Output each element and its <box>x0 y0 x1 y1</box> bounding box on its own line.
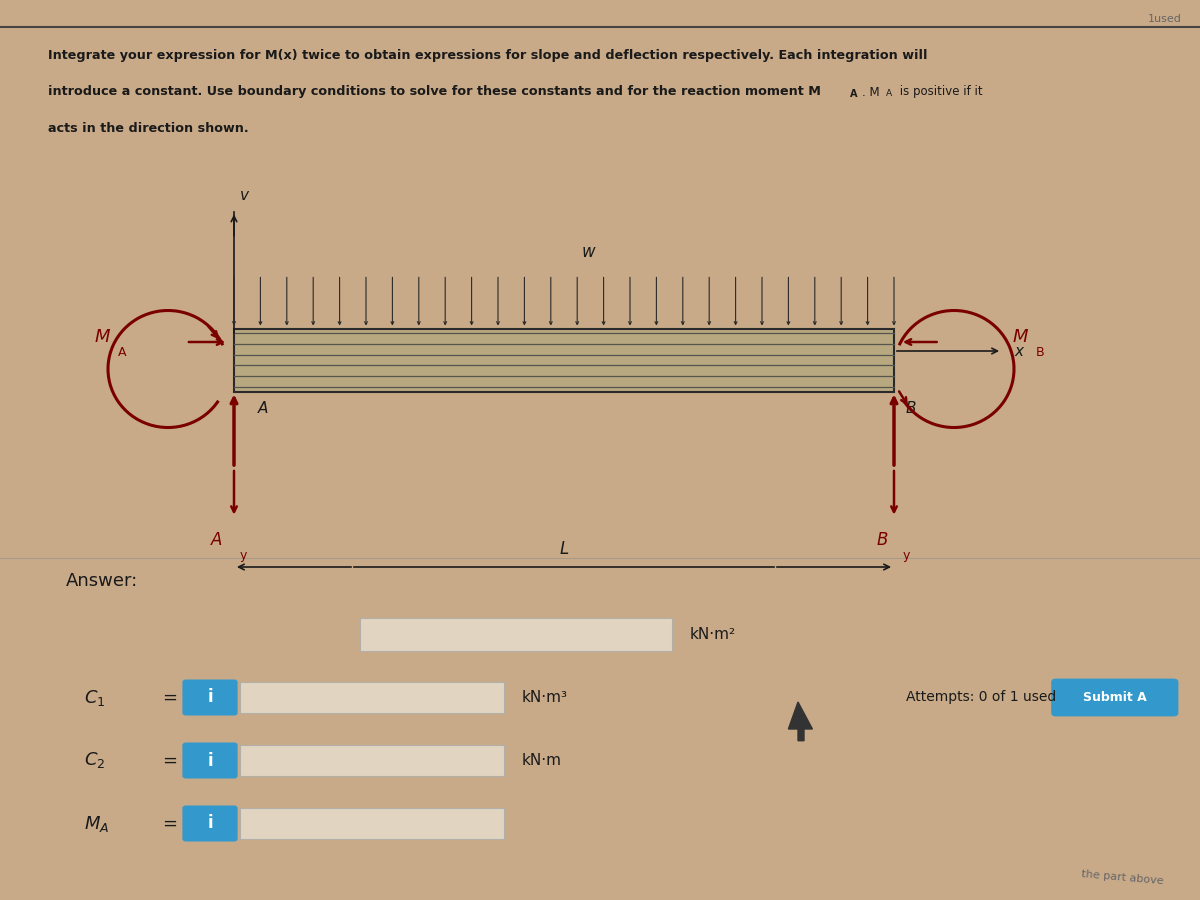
Text: kN·m: kN·m <box>522 753 562 768</box>
Text: M: M <box>1013 328 1027 346</box>
Text: M: M <box>95 328 109 346</box>
Text: B: B <box>877 531 888 549</box>
FancyBboxPatch shape <box>240 745 504 776</box>
Text: acts in the direction shown.: acts in the direction shown. <box>48 122 248 134</box>
FancyBboxPatch shape <box>240 682 504 713</box>
Text: A: A <box>258 400 269 416</box>
FancyBboxPatch shape <box>240 808 504 839</box>
Text: v: v <box>240 187 250 202</box>
Text: the part above: the part above <box>1081 869 1164 886</box>
Text: =: = <box>162 814 178 832</box>
Text: A: A <box>211 531 222 549</box>
Text: x: x <box>1014 344 1022 358</box>
Text: introduce a constant. Use boundary conditions to solve for these constants and f: introduce a constant. Use boundary condi… <box>48 86 821 98</box>
Text: Answer:: Answer: <box>66 572 138 590</box>
Text: i: i <box>208 752 212 770</box>
Text: kN·m³: kN·m³ <box>522 690 568 705</box>
Text: B: B <box>906 400 917 416</box>
Text: is positive if it: is positive if it <box>896 86 983 98</box>
Text: i: i <box>208 688 212 706</box>
FancyBboxPatch shape <box>182 680 238 716</box>
Bar <box>234 328 894 392</box>
Polygon shape <box>788 702 812 741</box>
FancyBboxPatch shape <box>182 806 238 842</box>
Text: =: = <box>162 752 178 770</box>
FancyBboxPatch shape <box>1051 679 1178 716</box>
Text: A: A <box>850 89 857 99</box>
Text: Submit A: Submit A <box>1082 691 1147 704</box>
Text: Attempts: 0 of 1 used: Attempts: 0 of 1 used <box>906 690 1056 705</box>
FancyBboxPatch shape <box>182 742 238 778</box>
Text: i: i <box>208 814 212 832</box>
FancyBboxPatch shape <box>360 618 672 651</box>
Text: $C_2$: $C_2$ <box>84 751 106 770</box>
Text: kN·m²: kN·m² <box>690 627 736 642</box>
Text: w: w <box>581 243 595 261</box>
Text: L: L <box>559 540 569 558</box>
Text: Integrate your expression for M(x) twice to obtain expressions for slope and def: Integrate your expression for M(x) twice… <box>48 50 928 62</box>
Text: A: A <box>886 89 892 98</box>
Text: =: = <box>162 688 178 706</box>
Text: B: B <box>1036 346 1045 359</box>
Text: . M: . M <box>862 86 880 98</box>
Text: $C_1$: $C_1$ <box>84 688 106 707</box>
Text: 1used: 1used <box>1148 14 1182 23</box>
Text: A: A <box>118 346 127 359</box>
Text: y: y <box>240 549 247 562</box>
Text: $M_A$: $M_A$ <box>84 814 109 833</box>
Text: y: y <box>902 549 910 562</box>
